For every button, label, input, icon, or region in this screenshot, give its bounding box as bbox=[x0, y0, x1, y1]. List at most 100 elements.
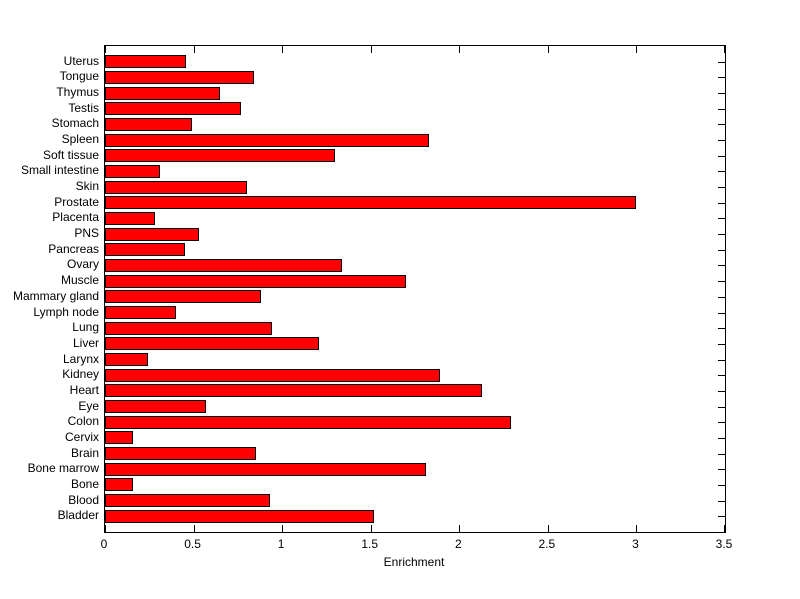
x-tick bbox=[105, 525, 106, 532]
y-tick-label-pancreas: Pancreas bbox=[48, 241, 99, 256]
y-tick-label-spleen: Spleen bbox=[61, 132, 99, 147]
y-tick bbox=[718, 124, 725, 126]
y-tick bbox=[718, 249, 725, 251]
y-tick bbox=[718, 359, 725, 361]
bar-soft-tissue bbox=[105, 149, 336, 163]
bar-ovary bbox=[105, 258, 343, 272]
y-tick-label-bone: Bone bbox=[70, 476, 99, 491]
x-tick-label: 1.5 bbox=[361, 537, 379, 551]
y-tick-label-tongue: Tongue bbox=[59, 69, 99, 84]
y-tick bbox=[718, 437, 725, 439]
x-tick bbox=[459, 46, 461, 53]
y-tick-label-thymus: Thymus bbox=[56, 85, 99, 100]
y-tick bbox=[718, 406, 725, 408]
y-tick-label-prostate: Prostate bbox=[54, 194, 99, 209]
bar-colon bbox=[105, 415, 511, 429]
y-tick bbox=[718, 171, 725, 173]
x-tick-label: 3.5 bbox=[715, 537, 733, 551]
x-tick bbox=[370, 46, 372, 53]
y-tick bbox=[718, 108, 725, 110]
y-tick bbox=[718, 77, 725, 79]
bar-bone-marrow bbox=[105, 462, 426, 476]
x-tick bbox=[370, 525, 372, 532]
y-tick bbox=[718, 469, 725, 471]
y-tick bbox=[718, 218, 725, 220]
bar-small-intestine bbox=[105, 164, 160, 178]
x-tick bbox=[724, 525, 725, 532]
y-tick bbox=[718, 328, 725, 330]
y-tick bbox=[718, 500, 725, 502]
y-tick bbox=[718, 155, 725, 157]
x-tick-label: 0.5 bbox=[184, 537, 201, 551]
bar-muscle bbox=[105, 274, 407, 288]
y-tick-label-placenta: Placenta bbox=[52, 210, 99, 225]
y-tick bbox=[718, 484, 725, 486]
y-tick-label-brain: Brain bbox=[70, 445, 99, 460]
y-tick bbox=[718, 281, 725, 283]
y-tick bbox=[718, 516, 725, 518]
y-tick-label-kidney: Kidney bbox=[62, 367, 99, 382]
y-tick-label-lymph-node: Lymph node bbox=[33, 304, 99, 319]
bar-lung bbox=[105, 321, 272, 335]
x-tick bbox=[282, 46, 284, 53]
x-tick-label: 0 bbox=[100, 537, 108, 551]
y-tick bbox=[718, 343, 725, 345]
bar-placenta bbox=[105, 211, 155, 225]
y-tick-label-small-intestine: Small intestine bbox=[20, 163, 99, 178]
bar-thymus bbox=[105, 86, 221, 100]
bar-liver bbox=[105, 337, 320, 351]
x-tick-label: 1 bbox=[277, 537, 285, 551]
y-tick-label-muscle: Muscle bbox=[60, 273, 99, 288]
y-tick bbox=[718, 390, 725, 392]
bar-bladder bbox=[105, 509, 375, 523]
y-tick-label-bone-marrow: Bone marrow bbox=[27, 461, 99, 476]
y-tick-label-lung: Lung bbox=[72, 320, 99, 335]
bar-spleen bbox=[105, 133, 430, 147]
y-tick bbox=[718, 234, 725, 236]
y-tick bbox=[718, 296, 725, 298]
y-tick-label-skin: Skin bbox=[75, 179, 99, 194]
x-axis-title: Enrichment bbox=[383, 555, 445, 569]
y-tick bbox=[718, 93, 725, 95]
plot-area bbox=[104, 45, 726, 533]
bar-mammary-gland bbox=[105, 290, 261, 304]
x-tick bbox=[724, 46, 725, 53]
x-tick bbox=[105, 46, 106, 53]
y-tick-label-heart: Heart bbox=[69, 382, 99, 397]
bar-prostate bbox=[105, 196, 637, 210]
y-tick bbox=[718, 312, 725, 314]
y-tick-label-stomach: Stomach bbox=[51, 116, 99, 131]
bar-brain bbox=[105, 447, 256, 461]
bar-bone bbox=[105, 478, 134, 492]
y-tick-label-cervix: Cervix bbox=[64, 429, 99, 444]
y-tick bbox=[718, 453, 725, 455]
y-tick-label-liver: Liver bbox=[72, 335, 99, 350]
bar-blood bbox=[105, 494, 270, 508]
y-tick-label-testis: Testis bbox=[68, 100, 99, 115]
x-tick bbox=[547, 46, 549, 53]
bar-cervix bbox=[105, 431, 134, 445]
x-tick bbox=[193, 525, 195, 532]
bar-skin bbox=[105, 180, 247, 194]
y-tick-label-mammary-gland: Mammary gland bbox=[12, 288, 99, 303]
bar-pns bbox=[105, 227, 199, 241]
x-tick-label: 2.5 bbox=[538, 537, 556, 551]
y-tick bbox=[718, 140, 725, 142]
x-tick bbox=[459, 525, 461, 532]
y-tick-label-uterus: Uterus bbox=[63, 53, 99, 68]
y-tick-label-bladder: Bladder bbox=[57, 508, 99, 523]
y-tick bbox=[718, 422, 725, 424]
x-tick bbox=[193, 46, 195, 53]
x-tick-label: 3 bbox=[632, 537, 639, 551]
y-tick-label-soft-tissue: Soft tissue bbox=[42, 147, 99, 162]
y-tick-label-ovary: Ovary bbox=[66, 257, 99, 272]
y-tick-label-larynx: Larynx bbox=[62, 351, 99, 366]
y-tick-label-eye: Eye bbox=[78, 398, 99, 413]
y-tick bbox=[718, 187, 725, 189]
y-tick bbox=[718, 61, 725, 63]
y-tick bbox=[718, 265, 725, 267]
y-tick bbox=[718, 202, 725, 204]
bar-testis bbox=[105, 102, 242, 116]
y-tick-label-pns: PNS bbox=[74, 226, 99, 241]
y-tick-label-blood: Blood bbox=[68, 492, 99, 507]
